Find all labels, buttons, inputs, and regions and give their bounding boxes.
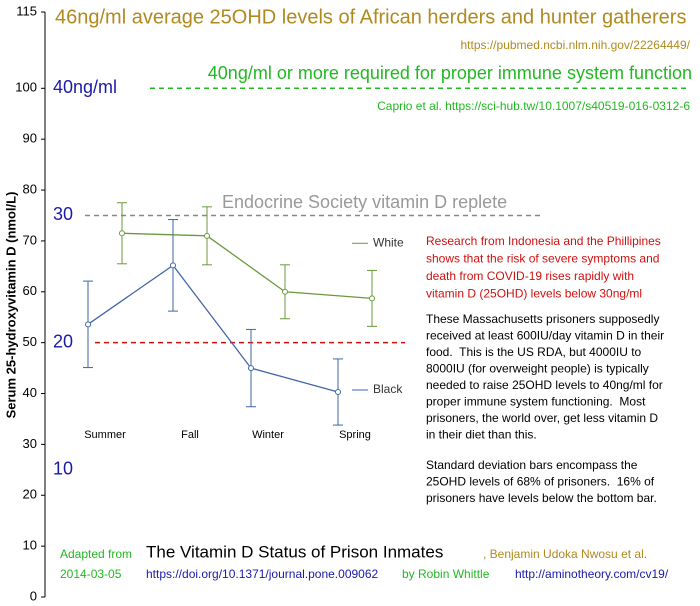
y-tick-label: 20 xyxy=(23,487,37,502)
reference-label: Endocrine Society vitamin D replete xyxy=(222,192,507,212)
note-line: needed to raise 25OHD levels to 40ng/ml … xyxy=(426,378,663,392)
title-source: https://pubmed.ncbi.nlm.nih.gov/22264449… xyxy=(461,38,691,52)
note-line: proper immune system functioning. Most xyxy=(426,395,646,409)
ng-scale-label: 30 xyxy=(53,204,73,224)
reference-source: Caprio et al. https://sci-hub.tw/10.1007… xyxy=(377,99,690,113)
data-point xyxy=(85,321,91,328)
legend-label: White xyxy=(373,235,404,249)
y-tick-label: 0 xyxy=(30,588,37,603)
red-note: Research from Indonesia and the Phillipi… xyxy=(426,234,661,248)
data-point xyxy=(282,288,288,295)
note-line: received at least 600IU/day vitamin D in… xyxy=(426,329,664,343)
series-line xyxy=(121,232,373,300)
legend-label: Black xyxy=(373,382,403,396)
y-tick-label: 50 xyxy=(23,334,37,349)
y-tick-label: 70 xyxy=(23,232,37,247)
y-tick-label: 30 xyxy=(23,436,37,451)
note-line: in their diet than this. xyxy=(426,428,537,442)
note-line: 25OHD levels of 68% of prisoners. 16% of xyxy=(426,475,655,489)
x-tick-label: Spring xyxy=(339,429,371,441)
ng-scale-label: 40ng/ml xyxy=(53,77,117,97)
chart-title: 46ng/ml average 25OHD levels of African … xyxy=(55,6,686,28)
series-line xyxy=(87,264,339,393)
data-point xyxy=(248,365,254,372)
y-axis-label: Serum 25-hydroxyvitamin D (nmol/L) xyxy=(3,192,18,419)
note-line: These Massachusetts prisoners supposedly xyxy=(426,312,659,326)
note-line: prisoners have levels below the bottom b… xyxy=(426,491,657,505)
red-note: death from COVID-19 rises rapidly with xyxy=(426,269,634,283)
data-point xyxy=(369,295,375,302)
footer-text: by Robin Whittle xyxy=(402,567,490,581)
footer-text: 2014-03-05 xyxy=(60,567,122,581)
reference-label: 40ng/ml or more required for proper immu… xyxy=(208,63,692,83)
note-line: 8000IU (for overweight people) is typica… xyxy=(426,362,649,376)
note-line: Standard deviation bars encompass the xyxy=(426,458,638,472)
y-tick-label: 100 xyxy=(15,80,37,95)
footer-link: https://doi.org/10.1371/journal.pone.009… xyxy=(146,567,379,581)
ng-scale-label: 20 xyxy=(53,331,73,351)
red-note: vitamin D (25OHD) levels below 30ng/ml xyxy=(426,287,642,301)
note-line: food. This is the US RDA, but 4000IU to xyxy=(426,345,642,359)
data-point xyxy=(119,230,125,237)
x-tick-label: Winter xyxy=(252,429,284,441)
y-tick-label: 60 xyxy=(23,283,37,298)
footer-link: http://aminotheory.com/cv19/ xyxy=(515,567,669,581)
data-point xyxy=(335,388,341,395)
ng-scale-label: 10 xyxy=(53,459,73,479)
x-tick-label: Summer xyxy=(84,429,126,441)
y-tick-label: 10 xyxy=(23,538,37,553)
y-tick-label: 40 xyxy=(23,385,37,400)
y-tick-label: 90 xyxy=(23,131,37,146)
red-note: shows that the risk of severe symptoms a… xyxy=(426,252,659,266)
y-tick-label: 115 xyxy=(16,3,37,18)
data-point xyxy=(204,232,210,239)
note-line: prisoners, the world over, get less vita… xyxy=(426,411,658,425)
y-tick-label: 80 xyxy=(23,181,37,196)
x-tick-label: Fall xyxy=(181,429,199,441)
footer-text: , Benjamin Udoka Nwosu et al. xyxy=(483,547,647,561)
data-point xyxy=(170,262,176,269)
footer-text: Adapted from xyxy=(60,547,132,561)
footer-title: The Vitamin D Status of Prison Inmates xyxy=(146,542,443,561)
